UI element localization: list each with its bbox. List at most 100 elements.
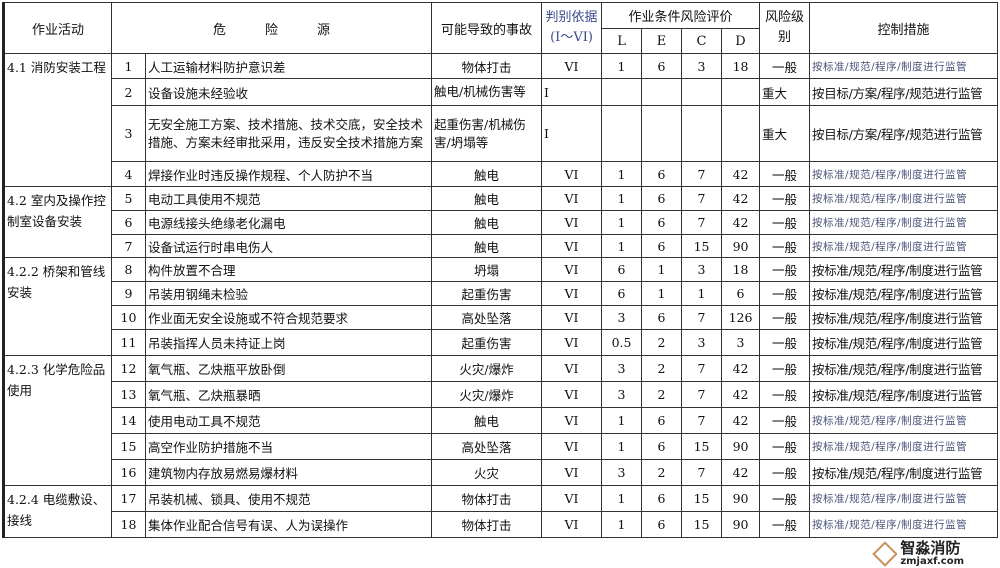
- e-value: [641, 105, 683, 162]
- row-number: 15: [111, 433, 146, 460]
- judge-cell: VI: [541, 234, 603, 258]
- l-value: 1: [601, 485, 643, 512]
- d-value: 18: [721, 257, 761, 282]
- risk-level: 一般: [759, 511, 811, 538]
- d-value: 42: [721, 407, 761, 434]
- row-number: 9: [111, 281, 146, 306]
- l-value: [601, 105, 643, 162]
- d-value: 126: [721, 305, 761, 330]
- hazard-cell: 吊装指挥人员未持证上岗: [144, 329, 433, 356]
- table-row: 11 吊装指挥人员未持证上岗 起重伤害 VI 0.5 2 3 3 一般 按标准/规范/程序/制度进…: [4, 329, 999, 356]
- control-measure: 按标准/规范/程序/制度进行监管: [809, 433, 999, 460]
- row-number: 14: [111, 407, 146, 434]
- l-value: 1: [601, 433, 643, 460]
- accident-cell: 高处坠落: [431, 433, 543, 460]
- risk-level: 重大: [759, 78, 811, 106]
- header-accident: 可能导致的事故: [431, 2, 543, 54]
- l-value: 1: [601, 210, 643, 235]
- e-value: [641, 78, 683, 106]
- table-row: 16 建筑物内存放易燃易爆材料 火灾 VI 3 2 7 42 一般 按标准/规范/程序/制度进行监…: [4, 459, 999, 486]
- activity-cell: 4.2 室内及操作控制室设备安装: [2, 186, 112, 258]
- judge-cell: VI: [541, 355, 603, 382]
- table-row: 18 集体作业配合信号有误、人为误操作 物体打击 VI 1 6 15 90 一般 按标准/规范/程…: [4, 511, 999, 538]
- e-value: 6: [641, 210, 683, 235]
- hazard-cell: 电动工具使用不规范: [144, 186, 433, 211]
- header-judge: 判别依据 (I～VI): [541, 2, 603, 54]
- judge-cell: VI: [541, 459, 603, 486]
- e-value: 2: [641, 329, 683, 356]
- control-measure: 按标准/规范/程序/制度进行监管: [809, 257, 999, 282]
- header-C: C: [681, 28, 723, 54]
- l-value: 6: [601, 281, 643, 306]
- risk-level: 一般: [759, 186, 811, 211]
- row-number: 18: [111, 511, 146, 538]
- judge-cell: VI: [541, 433, 603, 460]
- table-row: 4.2.3 化学危险品使用 12 氧气瓶、乙炔瓶平放卧倒 火灾/爆炸 VI 3 2 7 42 一般…: [2, 355, 999, 486]
- e-value: 6: [641, 305, 683, 330]
- risk-level: 一般: [759, 485, 811, 512]
- judge-cell: VI: [541, 511, 603, 538]
- row-number: 2: [111, 78, 146, 106]
- accident-cell: 物体打击: [431, 511, 543, 538]
- header-control: 控制措施: [809, 2, 999, 54]
- hazard-cell: 高空作业防护措施不当: [144, 433, 433, 460]
- control-measure: 按标准/规范/程序/制度进行监管: [809, 459, 999, 486]
- c-value: 1: [681, 281, 723, 306]
- l-value: 3: [601, 305, 643, 330]
- row-number: 4: [111, 161, 146, 187]
- e-value: 6: [641, 407, 683, 434]
- hazard-cell: 人工运输材料防护意识差: [144, 53, 433, 79]
- l-value: 3: [601, 355, 643, 382]
- hazard-cell: 设备试运行时串电伤人: [144, 234, 433, 258]
- row-number: 6: [111, 210, 146, 235]
- header-judge-line2: (I～VI): [550, 30, 593, 45]
- table-row: 14 使用电动工具不规范 触电 VI 1 6 7 42 一般 按标准/规范/程序/制度进行监管: [4, 407, 999, 434]
- accident-cell: 起重伤害: [431, 329, 543, 356]
- l-value: 1: [601, 161, 643, 187]
- l-value: 3: [601, 381, 643, 408]
- table-row: 4.2 室内及操作控制室设备安装 5 电动工具使用不规范 触电 VI 1 6 7 42 一般 按标准…: [2, 186, 999, 258]
- hazard-cell: 电源线接头绝缘老化漏电: [144, 210, 433, 235]
- accident-cell: 触电: [431, 234, 543, 258]
- header-hazard: 危 险 源: [110, 2, 433, 54]
- header-D: D: [721, 28, 761, 54]
- l-value: 0.5: [601, 329, 643, 356]
- d-value: 42: [721, 459, 761, 486]
- activity-cell: 4.2.2 桥架和管线安装: [2, 257, 112, 356]
- hazard-cell: 吊装用钢绳未检验: [144, 281, 433, 306]
- l-value: 1: [601, 407, 643, 434]
- hazard-cell: 无安全施工方案、技术措施、技术交底，安全技术措施、方案未经审批采用，违反安全技术…: [144, 105, 433, 162]
- row-number: 12: [111, 355, 146, 382]
- e-value: 6: [641, 234, 683, 258]
- judge-cell: I: [541, 105, 603, 162]
- judge-cell: VI: [541, 210, 603, 235]
- c-value: 15: [681, 234, 723, 258]
- control-measure: 按标准/规范/程序/制度进行监管: [809, 210, 999, 235]
- row-number: 5: [111, 186, 146, 211]
- table-row: 4 焊接作业时违反操作规程、个人防护不当 触电 VI 1 6 7 42 一般 按标准/规范/程序/…: [4, 161, 999, 187]
- d-value: [721, 78, 761, 106]
- table-row: 10 作业面无安全设施或不符合规范要求 高处坠落 VI 3 6 7 126 一般 按标准/规范/程…: [4, 305, 999, 330]
- control-measure: 按标准/规范/程序/制度进行监管: [809, 381, 999, 408]
- row-number: 8: [111, 257, 146, 282]
- e-value: 1: [641, 281, 683, 306]
- control-measure: 按标准/规范/程序/制度进行监管: [809, 281, 999, 306]
- row-number: 17: [111, 485, 146, 512]
- l-value: [601, 78, 643, 106]
- accident-cell: 触电: [431, 186, 543, 211]
- c-value: 7: [681, 305, 723, 330]
- risk-level: 一般: [759, 257, 811, 282]
- watermark-site: zmjaxf.com: [900, 556, 964, 567]
- d-value: 90: [721, 234, 761, 258]
- judge-cell: VI: [541, 381, 603, 408]
- row-number: 16: [111, 459, 146, 486]
- risk-level: 一般: [759, 305, 811, 330]
- accident-cell: 高处坠落: [431, 305, 543, 330]
- risk-level: 一般: [759, 459, 811, 486]
- e-value: 2: [641, 355, 683, 382]
- accident-cell: 物体打击: [431, 53, 543, 79]
- d-value: 90: [721, 485, 761, 512]
- d-value: 42: [721, 381, 761, 408]
- l-value: 1: [601, 186, 643, 211]
- risk-level: 一般: [759, 281, 811, 306]
